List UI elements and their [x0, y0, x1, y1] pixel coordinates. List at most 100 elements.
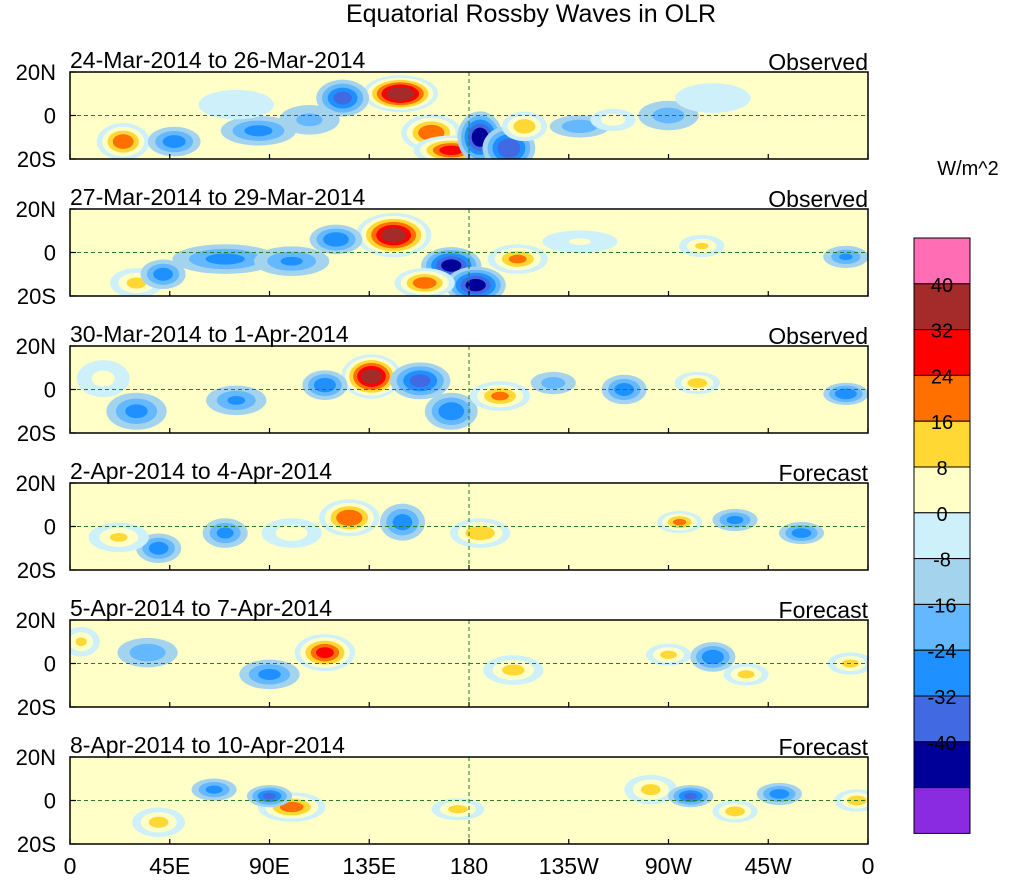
y-tick-label: 0: [44, 789, 56, 814]
panel: 20N 0 20S 8-Apr-2014 to 10-Apr-2014 Forecast: [16, 732, 869, 857]
anomaly-contour: [198, 89, 274, 120]
y-tick-label: 20N: [16, 60, 56, 85]
x-axis: 0 45E 90E 135E 180 135W 90W 45W 0: [64, 853, 875, 879]
anomaly-contour: [258, 668, 281, 680]
anomaly-contour: [725, 806, 745, 817]
panel: 20N 0 20S 5-Apr-2014 to 7-Apr-2014 Forecast: [16, 595, 869, 720]
anomaly-contour: [381, 227, 406, 243]
anomaly-contour: [316, 647, 334, 659]
colorbar-tick-label: -16: [928, 595, 957, 617]
y-tick-label: 20S: [17, 421, 56, 446]
anomaly-contour: [125, 404, 148, 419]
panels: 20N 0 20S 24-Mar-2014 to 26-Mar-2014 Observe…: [16, 47, 869, 857]
anomaly-contour: [205, 253, 245, 265]
colorbar-swatch: [913, 787, 971, 834]
y-tick-label: 20S: [17, 147, 56, 172]
anomaly-contour: [687, 378, 708, 388]
panel-date-label: 5-Apr-2014 to 7-Apr-2014: [70, 595, 332, 621]
anomaly-field: [76, 354, 868, 430]
panel-status-label: Observed: [768, 323, 868, 349]
y-tick-label: 20S: [17, 558, 56, 583]
colorbar-swatch: [913, 741, 971, 789]
y-tick-label: 20S: [17, 832, 56, 857]
anomaly-field: [70, 626, 868, 690]
anomaly-contour: [513, 119, 536, 134]
anomaly-contour: [392, 514, 413, 531]
colorbar-tick-label: 8: [936, 458, 947, 480]
anomaly-contour: [216, 527, 234, 539]
anomaly-contour: [153, 267, 173, 281]
panel: 20N 0 20S 27-Mar-2014 to 29-Mar-2014 Observe…: [16, 184, 869, 309]
panel-status-label: Observed: [768, 49, 868, 75]
colorbar-tick-label: 32: [931, 321, 953, 343]
colorbar-units: W/m^2: [937, 158, 999, 180]
anomaly-contour: [313, 377, 336, 393]
anomaly-contour: [244, 125, 273, 137]
panel: 20N 0 20S 30-Mar-2014 to 1-Apr-2014 Observed: [16, 321, 869, 446]
x-tick-label: 45E: [149, 853, 190, 879]
panel-status-label: Forecast: [779, 597, 869, 623]
anomaly-contour: [323, 232, 349, 247]
y-tick-label: 20N: [16, 197, 56, 222]
anomaly-contour: [769, 789, 790, 799]
anomaly-contour: [675, 83, 751, 113]
anomaly-contour: [148, 816, 169, 828]
anomaly-contour: [839, 253, 853, 261]
anomaly-contour: [695, 242, 709, 250]
x-tick-label: 0: [862, 853, 875, 879]
anomaly-contour: [409, 374, 431, 388]
anomaly-contour: [275, 525, 308, 541]
colorbar-swatch: [913, 329, 971, 376]
anomaly-contour: [491, 391, 509, 401]
y-tick-label: 20N: [16, 608, 56, 633]
y-tick-label: 20S: [17, 695, 56, 720]
chart-title: Equatorial Rossby Waves in OLR: [346, 0, 716, 28]
anomaly-contour: [508, 254, 527, 264]
anomaly-field: [96, 75, 751, 159]
colorbar-tick-label: -40: [928, 733, 957, 755]
anomaly-contour: [701, 649, 724, 665]
x-tick-label: 135W: [539, 853, 599, 879]
panel-status-label: Observed: [768, 186, 868, 212]
panel-status-label: Forecast: [779, 734, 869, 760]
anomaly-contour: [640, 784, 661, 796]
y-tick-label: 0: [44, 104, 56, 129]
panel-date-label: 2-Apr-2014 to 4-Apr-2014: [70, 458, 332, 484]
colorbar-swatch: [913, 695, 971, 743]
colorbar-tick-label: 0: [936, 504, 947, 526]
anomaly-contour: [439, 145, 464, 155]
x-tick-label: 180: [450, 853, 488, 879]
x-tick-label: 45W: [745, 853, 793, 879]
anomaly-contour: [262, 792, 277, 800]
colorbar-tick-label: 24: [931, 366, 953, 388]
anomaly-contour: [561, 119, 598, 133]
anomaly-contour: [497, 138, 521, 158]
anomaly-contour: [541, 377, 566, 389]
anomaly-contour: [279, 801, 304, 813]
anomaly-contour: [448, 805, 468, 814]
anomaly-contour: [205, 785, 223, 794]
anomaly-contour: [112, 134, 134, 149]
anomaly-contour: [568, 238, 591, 245]
colorbar-swatch: [913, 420, 971, 468]
anomaly-contour: [126, 277, 147, 289]
colorbar-tick-label: -8: [933, 550, 951, 572]
y-tick-label: 0: [44, 515, 56, 540]
anomaly-contour: [684, 792, 698, 800]
anomaly-contour: [465, 525, 495, 541]
anomaly-contour: [412, 277, 437, 289]
colorbar-tick-label: 16: [931, 412, 953, 434]
panel-date-label: 27-Mar-2014 to 29-Mar-2014: [70, 184, 366, 210]
panel-date-label: 30-Mar-2014 to 1-Apr-2014: [70, 321, 349, 347]
anomaly-contour: [162, 135, 186, 149]
anomaly-contour: [148, 541, 169, 555]
y-tick-label: 20N: [16, 471, 56, 496]
anomaly-contour: [280, 256, 303, 266]
panel: 20N 0 20S 24-Mar-2014 to 26-Mar-2014 Observe…: [16, 47, 869, 172]
x-tick-label: 0: [64, 853, 77, 879]
y-tick-label: 20N: [16, 334, 56, 359]
anomaly-field: [88, 499, 825, 564]
anomaly-contour: [227, 396, 246, 405]
anomaly-contour: [296, 113, 323, 127]
